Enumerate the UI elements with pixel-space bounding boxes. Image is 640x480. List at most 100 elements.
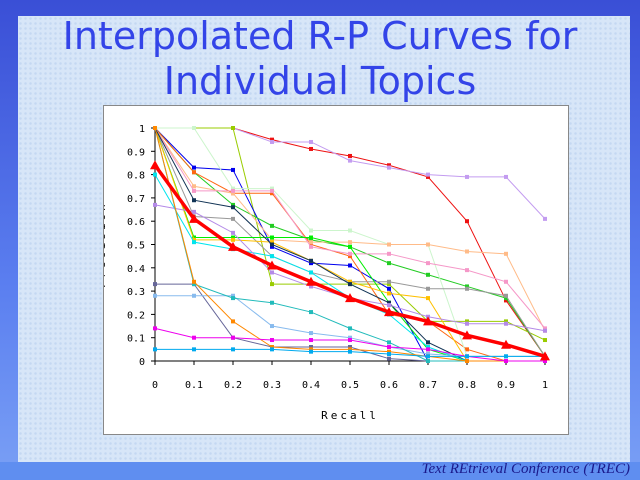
topic-series-point	[270, 270, 274, 275]
x-tick-label: 0.1	[185, 380, 203, 391]
y-tick-label: 0.9	[127, 147, 145, 158]
topic-series-point	[309, 235, 313, 240]
topic-series-point	[270, 137, 274, 142]
topic-series-point	[387, 261, 391, 266]
average-series-point	[462, 330, 472, 340]
topic-series-line	[154, 174, 545, 362]
topic-series-point	[426, 174, 430, 179]
x-tick-label: 0.6	[380, 380, 398, 391]
topic-series-point	[504, 174, 508, 179]
topic-series-point	[348, 240, 352, 245]
topic-series-point	[387, 286, 391, 291]
topic-series-point	[192, 165, 196, 170]
topic-series-line	[154, 127, 545, 362]
topic-series-point	[192, 293, 196, 298]
footer-text: Text REtrieval Conference (TREC)	[421, 461, 630, 477]
average-series-point	[501, 339, 511, 349]
topic-series-point	[153, 282, 157, 287]
topic-series-point	[270, 347, 274, 352]
average-series-point	[345, 293, 355, 303]
topic-series-point	[465, 268, 469, 273]
topic-series-point	[231, 186, 235, 191]
topic-series	[153, 202, 547, 333]
y-tick-label: 0.8	[127, 171, 145, 182]
x-tick-label: 0.7	[419, 380, 437, 391]
topic-series-point	[465, 347, 469, 352]
topic-series-point	[309, 310, 313, 315]
y-tick-label: 0.3	[127, 287, 145, 298]
topic-series-point	[153, 347, 157, 352]
topic-series-point	[387, 340, 391, 345]
topic-series-point	[426, 352, 430, 357]
topic-series-point	[543, 216, 547, 221]
topic-series-point	[231, 205, 235, 210]
topic-series-point	[426, 354, 430, 359]
topic-series-point	[192, 240, 196, 245]
topic-series-point	[153, 126, 157, 130]
topic-series	[153, 326, 547, 363]
topic-series-point	[231, 293, 235, 298]
topic-series-point	[231, 230, 235, 235]
topic-series-point	[387, 282, 391, 287]
y-tick-label: 0	[139, 357, 145, 368]
topic-series-point	[348, 282, 352, 287]
topic-series-point	[231, 319, 235, 324]
topic-series-point	[309, 237, 313, 242]
topic-series-point	[309, 244, 313, 249]
x-axis-label: Recall	[321, 409, 379, 422]
topic-series-point	[348, 251, 352, 256]
topic-series-point	[426, 347, 430, 352]
topic-series-point	[309, 347, 313, 352]
topic-series-point	[231, 235, 235, 240]
topic-series-point	[270, 345, 274, 350]
topic-series-point	[309, 261, 313, 266]
topic-series-point	[387, 352, 391, 357]
topic-series-point	[426, 261, 430, 266]
average-series-point	[189, 213, 199, 223]
topic-series-line	[154, 127, 545, 362]
topic-series-point	[465, 249, 469, 254]
topic-series-point	[270, 244, 274, 249]
topic-series-point	[465, 354, 469, 359]
y-tick-label: 0.4	[127, 264, 145, 275]
topic-series-point	[387, 349, 391, 354]
topic-series-point	[387, 279, 391, 284]
topic-series-point	[348, 254, 352, 259]
topic-series-point	[504, 359, 508, 363]
average-series-point	[150, 160, 160, 170]
topic-series-point	[192, 282, 196, 287]
topic-series-point	[192, 170, 196, 175]
topic-series-point	[543, 326, 547, 331]
topic-series-point	[504, 251, 508, 256]
topic-series-point	[270, 223, 274, 228]
y-tick-label: 0.1	[127, 334, 145, 345]
topic-series-point	[348, 228, 352, 233]
topic-series-point	[231, 237, 235, 242]
footer-bar	[0, 462, 640, 480]
topic-series-point	[504, 296, 508, 301]
topic-series-point	[387, 163, 391, 168]
x-tick-label: 0	[152, 380, 158, 391]
topic-series-point	[426, 286, 430, 291]
topic-series-point	[309, 338, 313, 343]
title-line-2: Individual Topics	[163, 59, 477, 103]
topic-series-point	[270, 300, 274, 305]
topic-series-point	[465, 219, 469, 224]
topic-series-point	[504, 354, 508, 359]
topic-series-line	[155, 127, 546, 220]
topic-series-point	[309, 139, 313, 144]
topic-series	[153, 126, 547, 221]
x-tick-label: 0.4	[302, 380, 320, 391]
topic-series-point	[153, 326, 157, 331]
topic-series-point	[270, 188, 274, 193]
topic-series-point	[192, 126, 196, 130]
topic-series-point	[192, 347, 196, 352]
topic-series-point	[348, 158, 352, 163]
topic-series-point	[387, 300, 391, 305]
topic-series-point	[270, 191, 274, 196]
topic-series-point	[309, 228, 313, 233]
chart-area: 0 0.1 0.2 0.3 0.4 0.5 0.6 0.7 0.8 0.9 1 0 0.1 0.2 0.3 0…	[103, 105, 569, 435]
x-tick-label: 0.9	[497, 380, 515, 391]
topic-series-point	[465, 321, 469, 326]
topic-series-point	[309, 349, 313, 354]
